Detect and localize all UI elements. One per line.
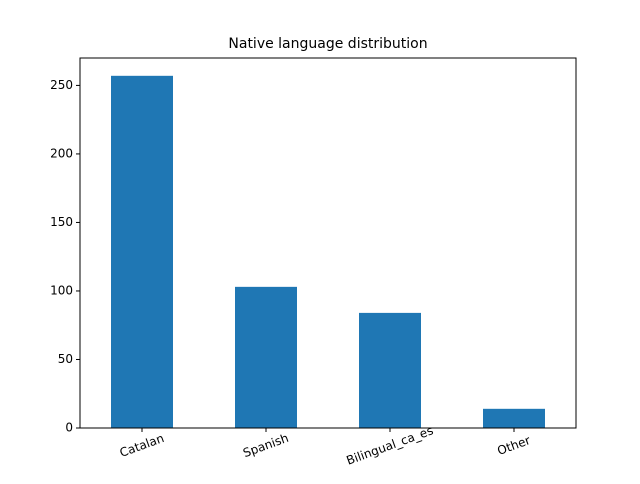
bar [235,286,297,428]
y-tick-label: 250 [50,78,73,92]
y-tick-label: 200 [50,146,73,160]
y-tick-label: 100 [50,283,73,297]
y-tick-label: 50 [58,352,73,366]
chart-title: Native language distribution [228,36,427,52]
bar [483,408,545,428]
y-tick-label: 150 [50,215,73,229]
plot-frame [79,57,577,429]
bar [359,312,421,428]
bar [111,75,173,428]
y-tick-label: 0 [65,421,73,435]
